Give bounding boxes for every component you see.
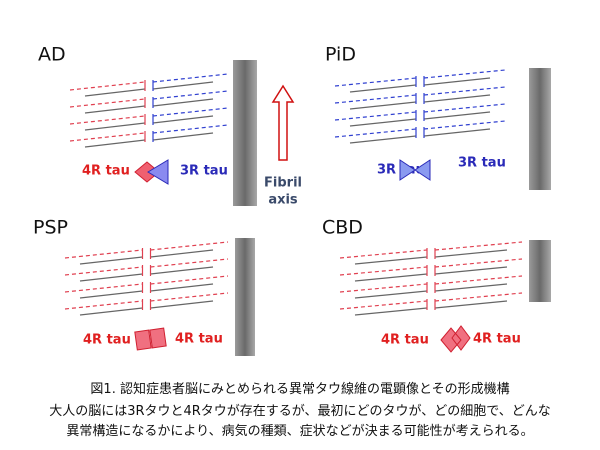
strand [423,77,491,86]
tau-label: 4R tau [83,333,131,348]
strand [152,98,214,107]
strand [434,249,508,258]
panel-title: CBD [322,217,363,239]
micrograph [235,238,255,356]
strand [334,128,417,138]
strand [339,300,428,310]
protofilament [134,329,152,351]
protofilament [440,325,471,353]
strand [152,115,214,124]
strand [79,290,143,299]
strand [339,266,428,276]
diagram: Fibril axis AD PiD PSP CBD 4R tau 3R tau… [33,44,551,356]
strand [150,275,229,285]
strand [150,300,214,309]
caption-title: 図1. 認知症患者脳にみとめられる異常タウ線維の電顕像とその形成機構 [90,382,510,397]
strand [64,283,143,293]
strand [150,258,229,268]
strand [150,266,214,275]
micrograph [529,240,551,302]
strand [434,266,508,275]
strand [423,120,506,130]
strand [434,300,508,309]
strand [79,256,143,265]
strand [349,118,417,127]
strand [152,107,229,117]
strand [434,241,523,251]
strand [150,283,214,292]
strand [84,122,146,131]
strand [339,249,428,259]
fibril-label: axis [268,193,298,208]
micrograph [529,68,551,190]
protofilament [399,159,431,181]
tau-label: 3R tau [458,156,506,171]
strand [423,111,491,120]
strand [69,81,146,91]
strand [79,273,143,282]
caption-text: 大人の脳には3Rタウと4Rタウが存在するが、最初にどのタウが、どの細胞で、どんな [49,404,551,419]
fibril-label: Fibril [264,176,302,191]
panel-title: AD [38,44,66,66]
strand [152,90,229,100]
strand [423,86,506,96]
strand [69,98,146,108]
caption-text: 異常構造になるかにより、病気の種類、症状などが決まる可能性が考えられる。 [66,424,534,439]
strand [69,115,146,125]
tau-label: 3R tau [180,164,228,179]
strand [64,249,143,259]
schematic [64,69,523,316]
strand [69,132,146,142]
strand [434,275,523,285]
tau-label: 4R tau [381,333,429,348]
panel-title: PiD [325,44,356,66]
strand [84,88,146,97]
strand [334,94,417,104]
strand [349,135,417,144]
strand [152,73,229,83]
tau-label: 4R tau [473,332,521,347]
strand [150,292,229,302]
strand [354,307,428,316]
strand [64,300,143,310]
strand [64,266,143,276]
tau-label: 4R tau [82,164,130,179]
strand [434,258,523,268]
strand [84,139,146,148]
strand [423,128,491,137]
strand [423,69,506,79]
strand [152,81,214,90]
strand [79,307,143,316]
strand [152,132,214,141]
strand [354,290,428,299]
strand [339,283,428,293]
strand [334,77,417,87]
protofilament [149,327,167,349]
strand [349,84,417,93]
panel-title: PSP [33,217,68,239]
strand [152,124,229,134]
strand [150,249,214,258]
strand [434,292,523,302]
strand [84,105,146,114]
strand [349,101,417,110]
micrograph [233,60,257,206]
tau-label: 4R tau [175,332,223,347]
strand [150,241,229,251]
protofilament [147,159,169,185]
strand [354,273,428,282]
strand [434,283,508,292]
strand [354,256,428,265]
strand [334,111,417,121]
strand [423,103,506,113]
axis-arrow [271,84,295,161]
strand [423,94,491,103]
